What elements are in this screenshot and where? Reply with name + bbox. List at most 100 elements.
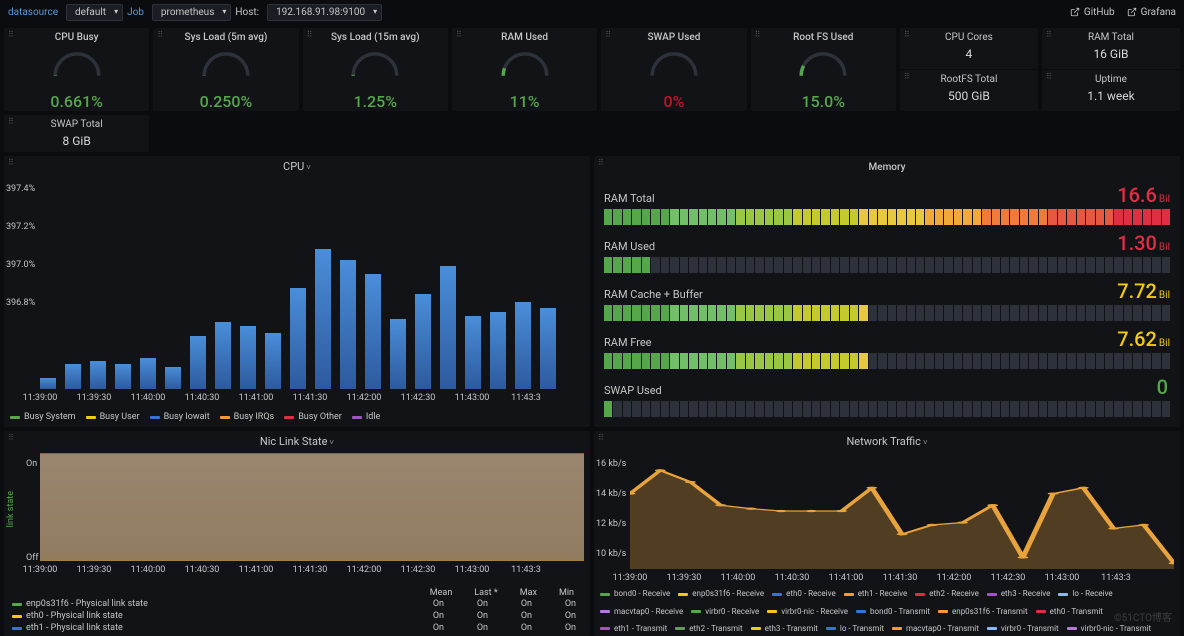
panel-handle-icon[interactable]: ⠿ [755,30,761,39]
nic-table-row[interactable]: enp0s31f6 - Physical link stateOnOnOnOn [12,598,582,610]
stat-value: 8 GiB [8,134,145,148]
panel-handle-icon[interactable]: ⠿ [904,30,910,39]
panel-handle-icon[interactable]: ⠿ [8,433,14,442]
panel-handle-icon[interactable]: ⠿ [157,30,163,39]
external-link-icon [1127,7,1137,17]
legend-item[interactable]: Busy System [10,409,76,425]
grafana-link[interactable]: Grafana [1127,7,1176,18]
legend-item[interactable]: eth1 - Transmit [600,623,667,634]
stat-title: SWAP Total [8,119,145,130]
stat-title: Uptime [1046,74,1176,85]
panel-handle-icon[interactable]: ⠿ [598,433,604,442]
panel-handle-icon[interactable]: ⠿ [605,30,611,39]
topbar: datasource default Job prometheus Host: … [0,0,1184,24]
memory-row: RAM Total16.6Bil [604,183,1170,225]
legend-item[interactable]: lo - Transmit [826,623,884,634]
legend-item[interactable]: Busy Other [284,409,342,425]
host-dropdown[interactable]: 192.168.91.98:9100 [267,4,382,21]
panel-handle-icon[interactable]: ⠿ [1046,72,1052,81]
legend-item[interactable]: eth0 - Transmit [1036,606,1103,617]
panel-title: Sys Load (15m avg) [303,28,448,45]
gauge-panel[interactable]: ⠿ SWAP Used 0% [601,28,746,111]
legend-item[interactable]: virbr0 - Receive [691,606,759,617]
gauge-value: 1.25% [354,92,398,111]
legend-item[interactable]: eth3 - Receive [987,588,1051,599]
nic-table-row[interactable]: eth1 - Physical link stateOnOnOnOn [12,622,582,634]
cpu-chart-canvas [40,178,584,389]
panel-handle-icon[interactable]: ⠿ [8,158,14,167]
stat-value: 1.1 week [1046,89,1176,103]
gauge-icon [176,47,276,78]
legend-item[interactable]: eth2 - Receive [915,588,979,599]
legend-item[interactable]: virbr0-nic - Receive [767,606,848,617]
legend-item[interactable]: enp0s31f6 - Transmit [938,606,1028,617]
datasource-dropdown[interactable]: default [66,4,123,21]
panel-title: Sys Load (5m avg) [153,28,298,45]
panel-title: Network Traffic [594,431,1180,452]
gauge-panel[interactable]: ⠿ Root FS Used 15.0% [751,28,896,111]
stat-panel[interactable]: ⠿SWAP Total 8 GiB [4,115,149,152]
memory-panel[interactable]: ⠿ Memory RAM Total16.6Bil RAM Used1.30Bil… [594,156,1180,427]
memory-row: RAM Cache + Buffer7.72Bil [604,279,1170,321]
gauge-value: 11% [510,92,540,111]
panel-title: RAM Used [452,28,597,45]
panel-handle-icon[interactable]: ⠿ [904,72,910,81]
panel-handle-icon[interactable]: ⠿ [456,30,462,39]
gauge-value: 0.250% [200,92,253,111]
panel-handle-icon[interactable]: ⠿ [8,117,14,126]
memory-row: RAM Free7.62Bil [604,327,1170,369]
legend-item[interactable]: macvtap0 - Receive [600,606,683,617]
legend-item[interactable]: Busy User [86,409,140,425]
legend-item[interactable]: macvtap0 - Transmit [892,623,979,634]
legend-item[interactable]: enp0s31f6 - Receive [678,588,764,599]
legend-item[interactable]: Busy Iowait [150,409,210,425]
job-label: Job [127,7,144,18]
gauge-panel[interactable]: ⠿ Sys Load (5m avg) 0.250% [153,28,298,111]
gauge-icon [624,47,724,78]
job-dropdown[interactable]: prometheus [152,4,231,21]
panel-title: Memory [594,156,1180,179]
stat-title: RootFS Total [904,74,1034,85]
network-legend: bond0 - Receive enp0s31f6 - Receive eth0 -… [600,588,1174,634]
watermark: ©51CTO博客 [1114,609,1172,624]
nic-link-panel[interactable]: ⠿ Nic Link State On Off link state 11:39… [4,431,590,636]
legend-item[interactable]: eth3 - Transmit [751,623,818,634]
panel-handle-icon[interactable]: ⠿ [8,30,14,39]
nic-table-row[interactable]: eth0 - Physical link stateOnOnOnOn [12,610,582,622]
panel-handle-icon[interactable]: ⠿ [307,30,313,39]
panel-title: CPU [4,156,590,177]
panel-title: Nic Link State [4,431,590,452]
panel-title: SWAP Used [601,28,746,45]
stat-value: 4 [904,47,1034,61]
legend-item[interactable]: bond0 - Transmit [856,606,930,617]
legend-item[interactable]: virbr0 - Transmit [987,623,1059,634]
panel-handle-icon[interactable]: ⠿ [1046,30,1052,39]
cpu-chart-panel[interactable]: ⠿ CPU 397.4%397.2%397.0%396.8% 11:39:001… [4,156,590,427]
memory-row: RAM Used1.30Bil [604,231,1170,273]
legend-item[interactable]: lo - Receive [1058,588,1112,599]
legend-item[interactable]: Idle [352,409,380,425]
panel-handle-icon[interactable]: ⠿ [598,158,604,167]
stat-title: CPU Cores [904,32,1034,43]
network-traffic-panel[interactable]: ⠿ Network Traffic 16 kb/s14 kb/s12 kb/s1… [594,431,1180,636]
github-link[interactable]: GitHub [1070,7,1115,18]
legend-item[interactable]: virbr0-nic - Transmit [1067,623,1152,634]
legend-item[interactable]: eth2 - Transmit [675,623,742,634]
cpu-legend: Busy System Busy User Busy Iowait Busy IRQs… [4,407,590,427]
gauge-panel[interactable]: ⠿ Sys Load (15m avg) 1.25% [303,28,448,111]
gauge-panel[interactable]: ⠿ RAM Used 11% [452,28,597,111]
panel-title: Root FS Used [751,28,896,45]
legend-item[interactable]: bond0 - Receive [600,588,670,599]
gauge-panel[interactable]: ⠿ CPU Busy 0.661% [4,28,149,111]
gauge-value: 0% [663,92,684,111]
stat-panel[interactable]: ⠿RAM Total16 GiB⠿Uptime1.1 week [1042,28,1180,111]
panel-title: CPU Busy [4,28,149,45]
stat-panel[interactable]: ⠿CPU Cores4⠿RootFS Total500 GiB [900,28,1038,111]
gauge-value: 15.0% [801,92,845,111]
gauge-icon [325,47,425,78]
gauge-icon [773,47,873,78]
legend-item[interactable]: eth1 - Receive [844,588,908,599]
legend-item[interactable]: eth0 - Receive [772,588,836,599]
stat-value: 500 GiB [904,89,1034,103]
legend-item[interactable]: Busy IRQs [220,409,275,425]
